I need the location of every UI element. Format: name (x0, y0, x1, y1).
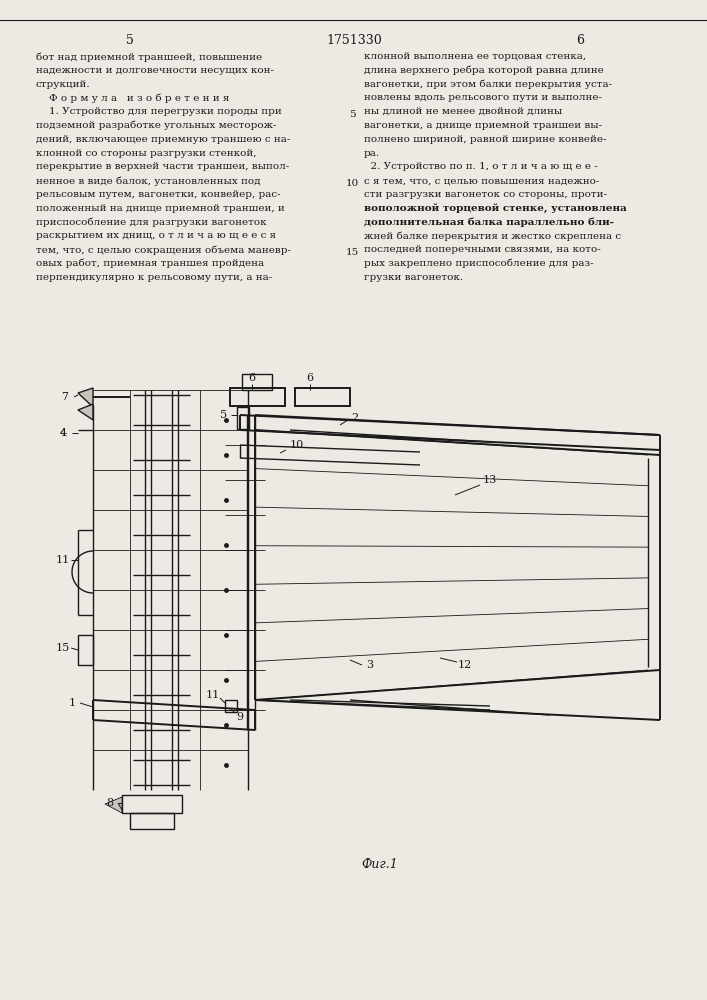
Bar (122, 795, 182, 813)
Bar (225, 700, 237, 712)
Text: 6: 6 (248, 373, 255, 383)
Text: 15: 15 (346, 248, 358, 257)
Text: дополнительная балка параллельно бли-: дополнительная балка параллельно бли- (364, 218, 614, 227)
Text: тем, что, с целью сокращения объема маневр-: тем, что, с целью сокращения объема мане… (36, 245, 291, 255)
Text: 1751330: 1751330 (326, 34, 382, 47)
Bar (130, 813, 174, 829)
Text: с я тем, что, с целью повышения надежно-: с я тем, что, с целью повышения надежно- (364, 176, 600, 185)
Text: подземной разработке угольных месторож-: подземной разработке угольных месторож- (36, 121, 276, 130)
Text: ра.: ра. (364, 149, 380, 158)
Text: полнено шириной, равной ширине конвейе-: полнено шириной, равной ширине конвейе- (364, 135, 607, 144)
Text: грузки вагонеток.: грузки вагонеток. (364, 273, 463, 282)
Text: 13: 13 (483, 475, 497, 485)
Polygon shape (105, 797, 122, 813)
Text: 6: 6 (576, 34, 584, 47)
Text: 8: 8 (107, 798, 114, 808)
Polygon shape (78, 388, 93, 407)
Text: последней поперечными связями, на кото-: последней поперечными связями, на кото- (364, 245, 601, 254)
Bar (230, 388, 285, 406)
Text: клонной выполнена ее торцовая стенка,: клонной выполнена ее торцовая стенка, (364, 52, 586, 61)
Text: овых работ, приемная траншея пройдена: овых работ, приемная траншея пройдена (36, 259, 264, 268)
Text: 1. Устройство для перегрузки породы при: 1. Устройство для перегрузки породы при (36, 107, 282, 116)
Text: новлены вдоль рельсового пути и выполне-: новлены вдоль рельсового пути и выполне- (364, 93, 602, 102)
Text: 12: 12 (458, 660, 472, 670)
Text: рых закреплено приспособление для раз-: рых закреплено приспособление для раз- (364, 259, 594, 268)
Bar (295, 388, 350, 406)
Text: дений, включающее приемную траншею с на-: дений, включающее приемную траншею с на- (36, 135, 291, 144)
Text: 9: 9 (236, 712, 244, 722)
Text: сти разгрузки вагонеток со стороны, проти-: сти разгрузки вагонеток со стороны, прот… (364, 190, 607, 199)
Text: 2: 2 (351, 413, 358, 423)
Text: перекрытие в верхней части траншеи, выпол-: перекрытие в верхней части траншеи, выпо… (36, 162, 289, 171)
Text: 11: 11 (56, 555, 70, 565)
Text: 10: 10 (346, 179, 358, 188)
Text: ны длиной не менее двойной длины: ны длиной не менее двойной длины (364, 107, 562, 116)
Text: ненное в виде балок, установленных под: ненное в виде балок, установленных под (36, 176, 260, 186)
Text: 1: 1 (69, 698, 76, 708)
Polygon shape (78, 404, 93, 420)
Text: 2. Устройство по п. 1, о т л и ч а ю щ е е -: 2. Устройство по п. 1, о т л и ч а ю щ е… (364, 162, 597, 171)
Bar (78, 635, 93, 665)
Text: рельсовым путем, вагонетки, конвейер, рас-: рельсовым путем, вагонетки, конвейер, ра… (36, 190, 281, 199)
Text: воположной торцевой стенке, установлена: воположной торцевой стенке, установлена (364, 204, 626, 213)
Text: 3: 3 (366, 660, 373, 670)
Text: перпендикулярно к рельсовому пути, а на-: перпендикулярно к рельсовому пути, а на- (36, 273, 272, 282)
Text: 10: 10 (290, 440, 304, 450)
Bar (242, 374, 272, 390)
Text: 11: 11 (206, 690, 220, 700)
Text: положенный на днище приемной траншеи, и: положенный на днище приемной траншеи, и (36, 204, 285, 213)
Text: 4: 4 (59, 428, 66, 438)
Bar (237, 407, 249, 429)
Text: 5: 5 (349, 110, 356, 119)
Text: надежности и долговечности несущих кон-: надежности и долговечности несущих кон- (36, 66, 274, 75)
Text: 5: 5 (126, 34, 134, 47)
Text: длина верхнего ребра которой равна длине: длина верхнего ребра которой равна длине (364, 66, 604, 75)
Text: 15: 15 (56, 643, 70, 653)
Text: раскрытием их днищ, о т л и ч а ю щ е е с я: раскрытием их днищ, о т л и ч а ю щ е е … (36, 231, 276, 240)
Text: Ф о р м у л а   и з о б р е т е н и я: Ф о р м у л а и з о б р е т е н и я (36, 93, 229, 103)
Text: приспособление для разгрузки вагонеток: приспособление для разгрузки вагонеток (36, 218, 267, 227)
Text: 5: 5 (221, 410, 228, 420)
Text: 7: 7 (62, 392, 69, 402)
Text: клонной со стороны разгрузки стенкой,: клонной со стороны разгрузки стенкой, (36, 149, 257, 158)
Text: 4: 4 (59, 428, 66, 438)
Text: вагонетки, при этом балки перекрытия уста-: вагонетки, при этом балки перекрытия уст… (364, 80, 612, 89)
Text: 6: 6 (306, 373, 314, 383)
Text: Фиг.1: Фиг.1 (361, 858, 398, 871)
Text: вагонетки, а днище приемной траншеи вы-: вагонетки, а днище приемной траншеи вы- (364, 121, 602, 130)
Text: бот над приемной траншеей, повышение: бот над приемной траншеей, повышение (36, 52, 262, 62)
Text: струкций.: струкций. (36, 80, 90, 89)
Text: жней балке перекрытия и жестко скреплена с: жней балке перекрытия и жестко скреплена… (364, 231, 621, 241)
